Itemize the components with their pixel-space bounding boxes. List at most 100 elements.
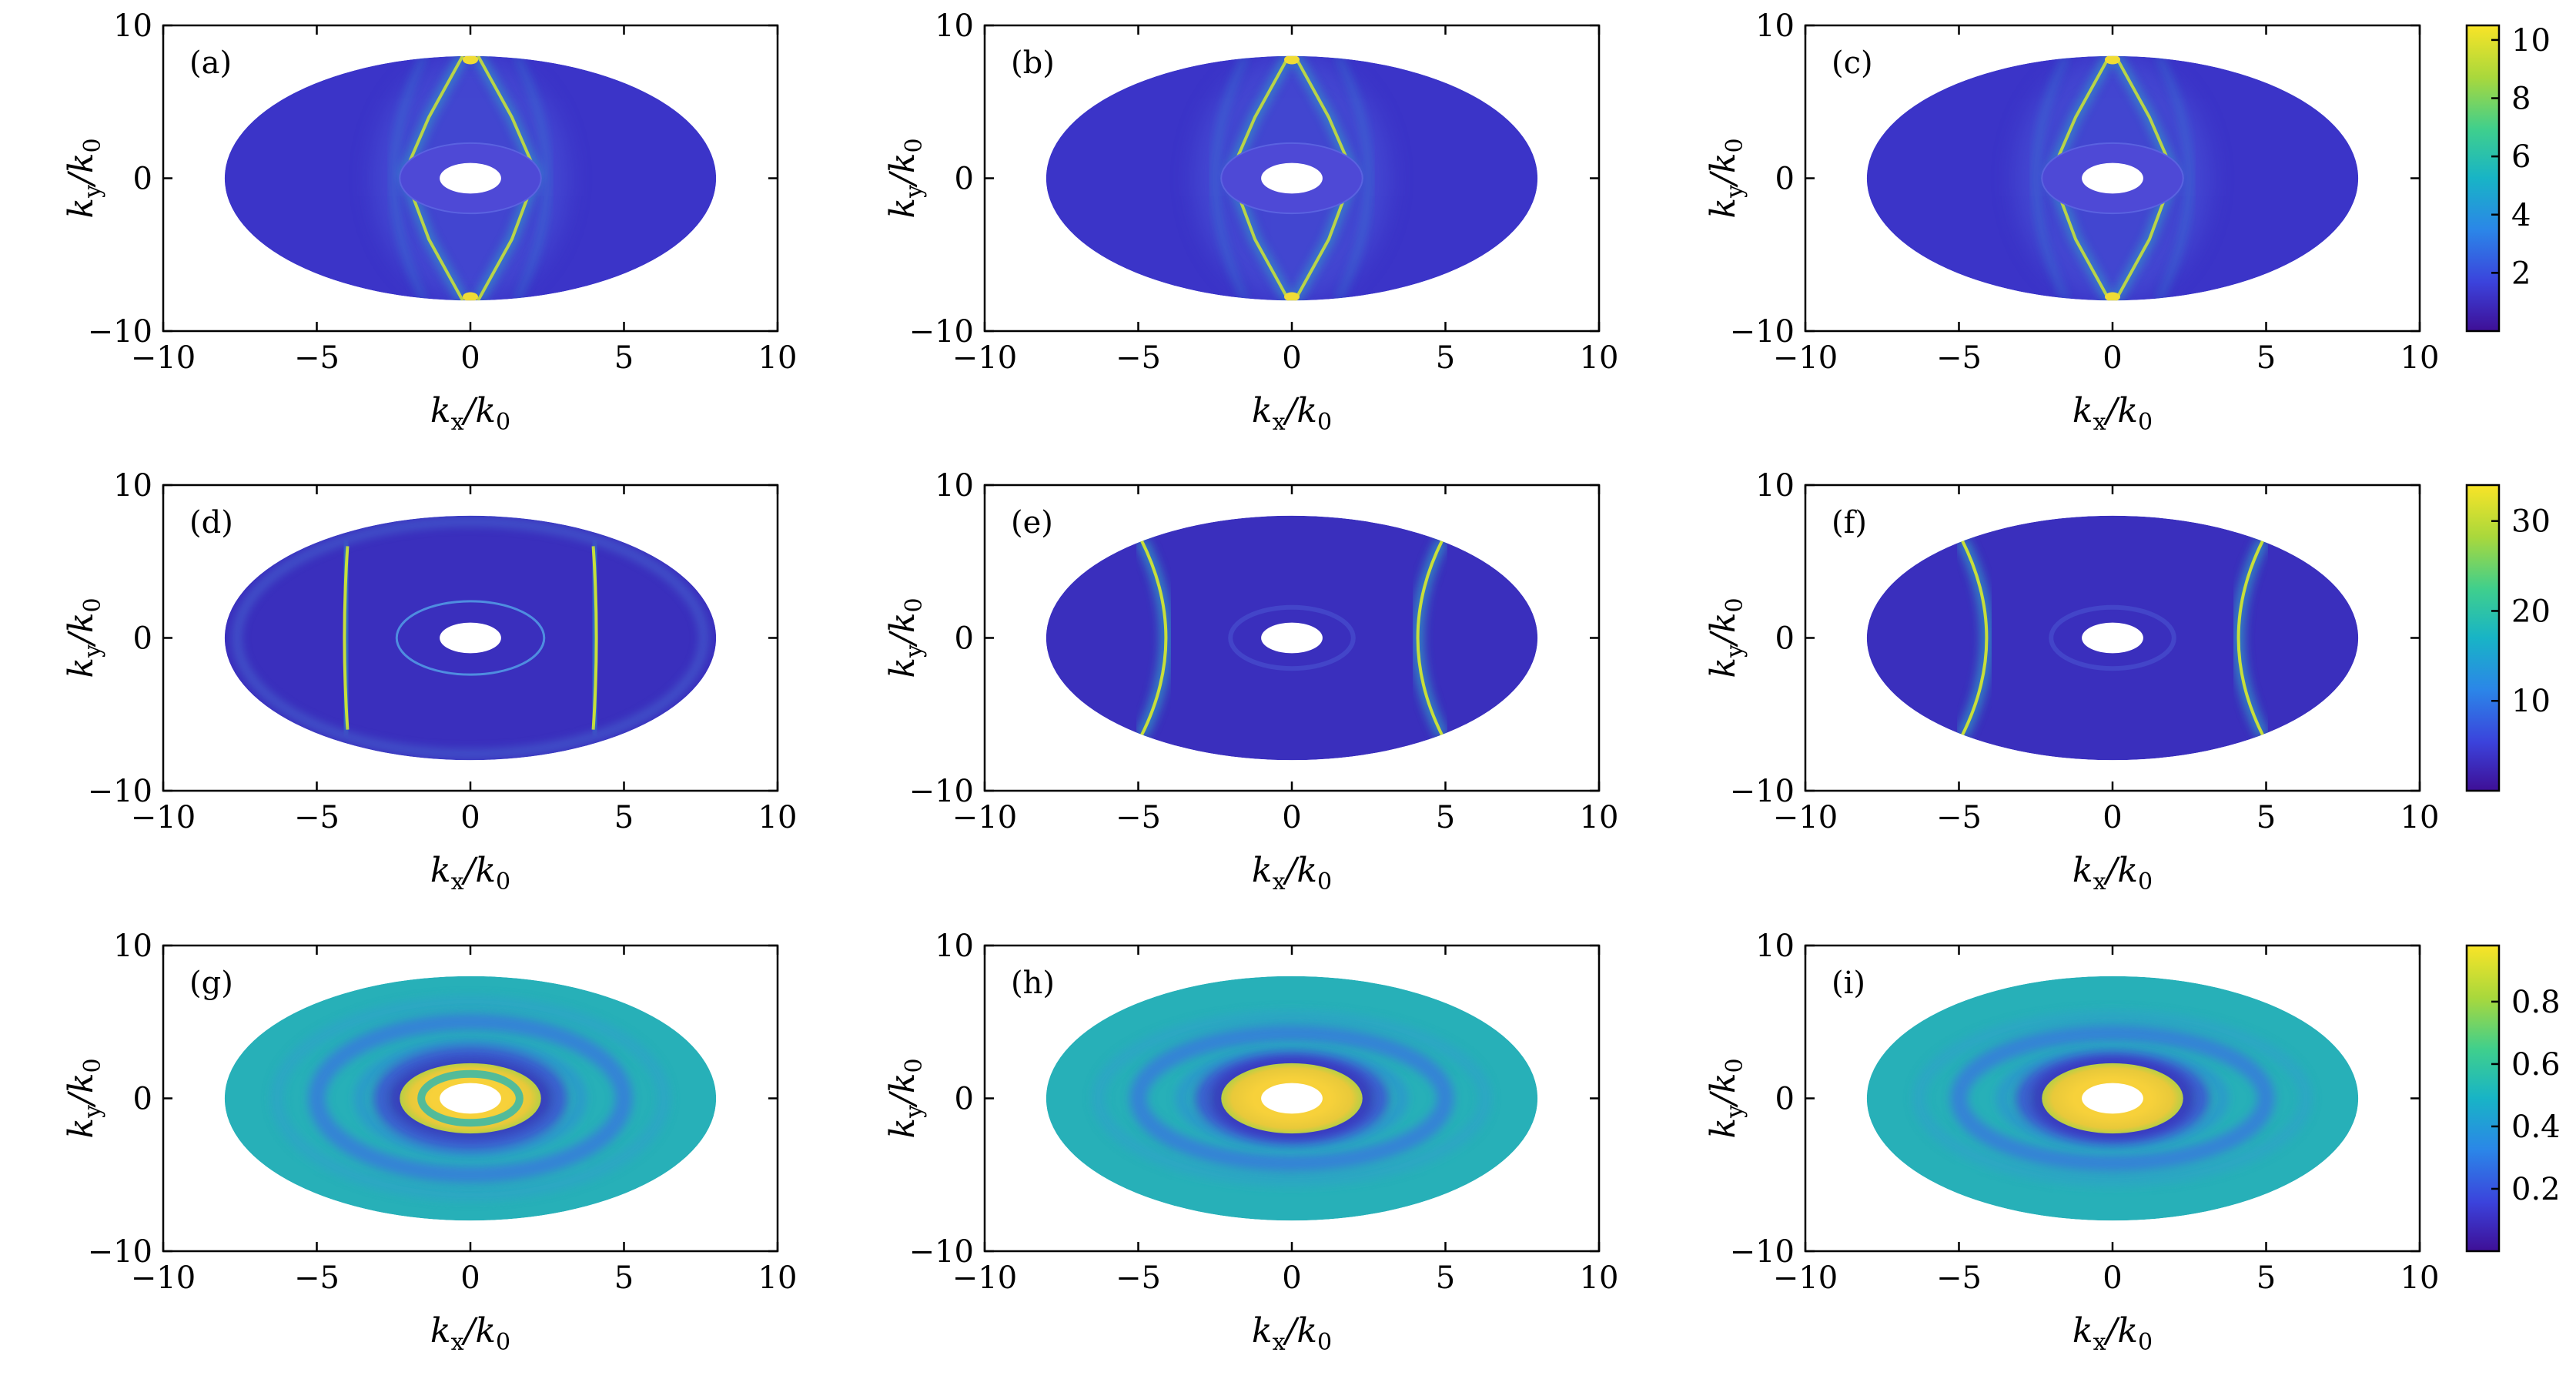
colorbar-tick-label: 20: [2511, 594, 2551, 629]
x-tick-label: 10: [1580, 800, 1619, 835]
colorbar-tick-label: 0.4: [2511, 1110, 2561, 1145]
x-tick-label: 5: [1436, 800, 1455, 835]
center-hole: [2082, 162, 2143, 194]
center-hole: [440, 1083, 501, 1114]
x-tick-label: 10: [1580, 340, 1619, 376]
concentric-band: [1129, 1025, 1454, 1172]
y-axis-label: ky/k0: [883, 138, 928, 218]
x-tick-label: 10: [758, 340, 798, 376]
colorbar: [2465, 944, 2501, 1253]
x-tick-label: 0: [1282, 340, 1301, 376]
y-axis-label: ky/k0: [1704, 138, 1748, 218]
x-axis-label: kx/k0: [2073, 391, 2153, 436]
center-hole: [440, 622, 501, 654]
concentric-band: [1912, 1010, 2313, 1187]
y-axis-label: ky/k0: [62, 138, 106, 218]
x-tick-label: 0: [460, 800, 480, 835]
colorbar-tick-label: 2: [2511, 256, 2531, 291]
concentric-band: [373, 1045, 568, 1152]
center-hole: [440, 162, 501, 194]
center-hole: [2082, 1083, 2143, 1114]
x-tick-label: 5: [1436, 340, 1455, 376]
x-tick-label: 5: [614, 1260, 634, 1296]
y-tick-label: 10: [113, 929, 152, 964]
y-tick-label: 0: [955, 621, 974, 657]
heatmap-field: [1045, 55, 1538, 301]
y-tick-label: −10: [1730, 774, 1795, 809]
x-tick-label: 0: [1282, 1260, 1301, 1296]
concentric-band: [1996, 1046, 2229, 1151]
colorbar-tick-label: 30: [2511, 504, 2551, 540]
heatmap-field: [224, 55, 717, 301]
x-tick-label: 10: [2400, 800, 2440, 835]
y-tick-label: 10: [935, 8, 974, 44]
y-tick-label: 10: [113, 8, 152, 44]
heatmap-field: [1045, 976, 1538, 1221]
x-tick-label: −5: [1116, 800, 1161, 835]
colorbar-row-2: 10 20 30: [2465, 484, 2551, 792]
panel-i: −10 −5 0 5 10 10 0 −10 kx/k0 ky/k0 (i): [1704, 929, 2439, 1356]
x-tick-label: −10: [131, 800, 196, 835]
x-tick-label: 0: [2103, 1260, 2122, 1296]
heatmap-field: [1866, 55, 2359, 301]
colorbar: [2465, 24, 2501, 333]
y-tick-label: −10: [88, 774, 152, 809]
heatmap-field: [224, 976, 717, 1221]
x-tick-label: −5: [1116, 1260, 1161, 1296]
panel-label: (i): [1832, 966, 1865, 1001]
heatmap-field: [1866, 976, 2359, 1221]
x-tick-label: 5: [614, 800, 634, 835]
concentric-band: [354, 1038, 587, 1159]
x-tick-label: 0: [460, 1260, 480, 1296]
x-tick-label: 10: [758, 800, 798, 835]
panel-label: (f): [1832, 505, 1867, 541]
x-tick-label: 0: [2103, 340, 2122, 376]
y-axis-label: ky/k0: [62, 1058, 106, 1138]
panel-f: −10 −5 0 5 10 10 0 −10 kx/k0 ky/k0 (f): [1704, 468, 2439, 895]
concentric-band: [1092, 1010, 1492, 1187]
x-axis-label: kx/k0: [1252, 391, 1332, 436]
x-tick-label: −5: [294, 340, 340, 376]
x-axis-label: kx/k0: [1252, 1311, 1332, 1356]
x-tick-label: 0: [1282, 800, 1301, 835]
panel-label: (c): [1832, 45, 1873, 81]
resonance-band-core: [2236, 539, 2265, 737]
center-hole: [1261, 622, 1323, 654]
x-tick-label: 0: [2103, 800, 2122, 835]
panel-e: −10 −5 0 5 10 10 0 −10 kx/k0 ky/k0 (e): [883, 468, 1618, 895]
colorbar-tick-label: 0.8: [2511, 985, 2561, 1020]
concentric-band: [270, 996, 671, 1201]
y-axis-label: ky/k0: [883, 1058, 928, 1138]
colorbar-row-3: 0.2 0.4 0.6 0.8: [2465, 944, 2561, 1253]
y-axis-label: ky/k0: [62, 597, 106, 678]
x-axis-label: kx/k0: [430, 851, 510, 895]
panel-label: (g): [189, 966, 233, 1001]
y-tick-label: −10: [1730, 314, 1795, 350]
x-axis-label: kx/k0: [1252, 851, 1332, 895]
x-tick-label: −5: [294, 800, 340, 835]
y-tick-label: 10: [935, 929, 974, 964]
y-tick-label: −10: [1730, 1234, 1795, 1270]
y-tick-label: −10: [909, 1234, 974, 1270]
x-tick-label: 10: [1580, 1260, 1619, 1296]
concentric-band: [1176, 1046, 1408, 1151]
x-tick-label: 5: [1436, 1260, 1455, 1296]
panel-label: (e): [1011, 505, 1053, 541]
resonance-band-core: [1139, 539, 1168, 737]
resonance-band-core: [1960, 539, 1989, 737]
x-axis-label: kx/k0: [2073, 1311, 2153, 1356]
x-tick-label: −10: [952, 800, 1017, 835]
x-tick-label: −10: [131, 340, 196, 376]
x-axis-label: kx/k0: [2073, 851, 2153, 895]
x-tick-label: 10: [758, 1260, 798, 1296]
x-tick-label: 0: [460, 340, 480, 376]
y-axis-label: ky/k0: [1704, 597, 1748, 678]
colorbar-tick-label: 8: [2511, 82, 2531, 117]
x-tick-label: −10: [1773, 340, 1838, 376]
y-tick-label: 10: [1755, 8, 1795, 44]
panel-h: −10 −5 0 5 10 10 0 −10 kx/k0 ky/k0 (h): [883, 929, 1618, 1356]
y-tick-label: −10: [88, 314, 152, 350]
y-tick-label: 10: [113, 468, 152, 504]
panel-label: (a): [189, 45, 232, 81]
resonance-band-core: [343, 546, 350, 730]
